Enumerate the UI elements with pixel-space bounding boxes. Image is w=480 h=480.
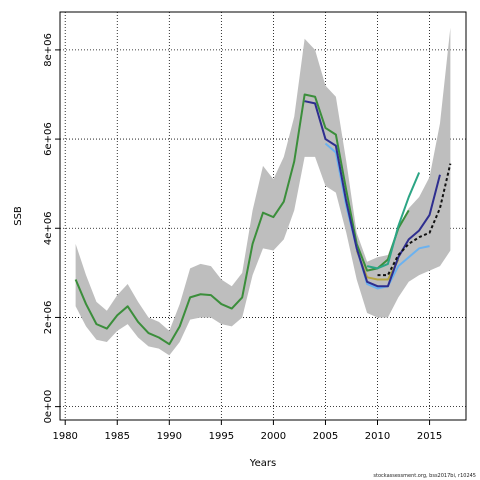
x-axis: 1980 1985 1990 1995 2000 2005 2010 2015	[52, 420, 442, 442]
x-tick-label: 2000	[261, 431, 286, 442]
x-tick-label: 1985	[105, 431, 130, 442]
series-lines-layer	[74, 93, 452, 346]
plot-frame	[59, 11, 467, 421]
y-tick-label: 4e+06	[43, 211, 54, 245]
x-tick-label: 1990	[157, 431, 182, 442]
x-tick-label: 2015	[417, 431, 442, 442]
x-axis-title: Years	[249, 458, 276, 469]
y-tick-label: 8e+06	[43, 33, 54, 67]
y-tick-label: 0e+00	[43, 390, 54, 424]
source-credit: stockassessment.org, bss2017bi, r10245	[373, 473, 476, 479]
series-line-1	[74, 93, 410, 346]
confidence-band	[75, 27, 451, 356]
y-axis: 0e+00 2e+06 4e+06 6e+06 8e+06	[43, 33, 60, 423]
grid-lines	[60, 12, 466, 420]
series-line-5	[366, 172, 421, 270]
x-tick-label: 1980	[52, 431, 77, 442]
x-tick-label: 2010	[365, 431, 390, 442]
confidence-band-layer	[75, 27, 451, 356]
x-tick-label: 1995	[209, 431, 234, 442]
series-line-4	[304, 100, 441, 288]
y-tick-label: 2e+06	[43, 301, 54, 335]
series-line-6	[377, 163, 452, 277]
y-tick-label: 6e+06	[43, 122, 54, 156]
y-axis-title: SSB	[13, 206, 24, 226]
x-tick-label: 2005	[313, 431, 338, 442]
